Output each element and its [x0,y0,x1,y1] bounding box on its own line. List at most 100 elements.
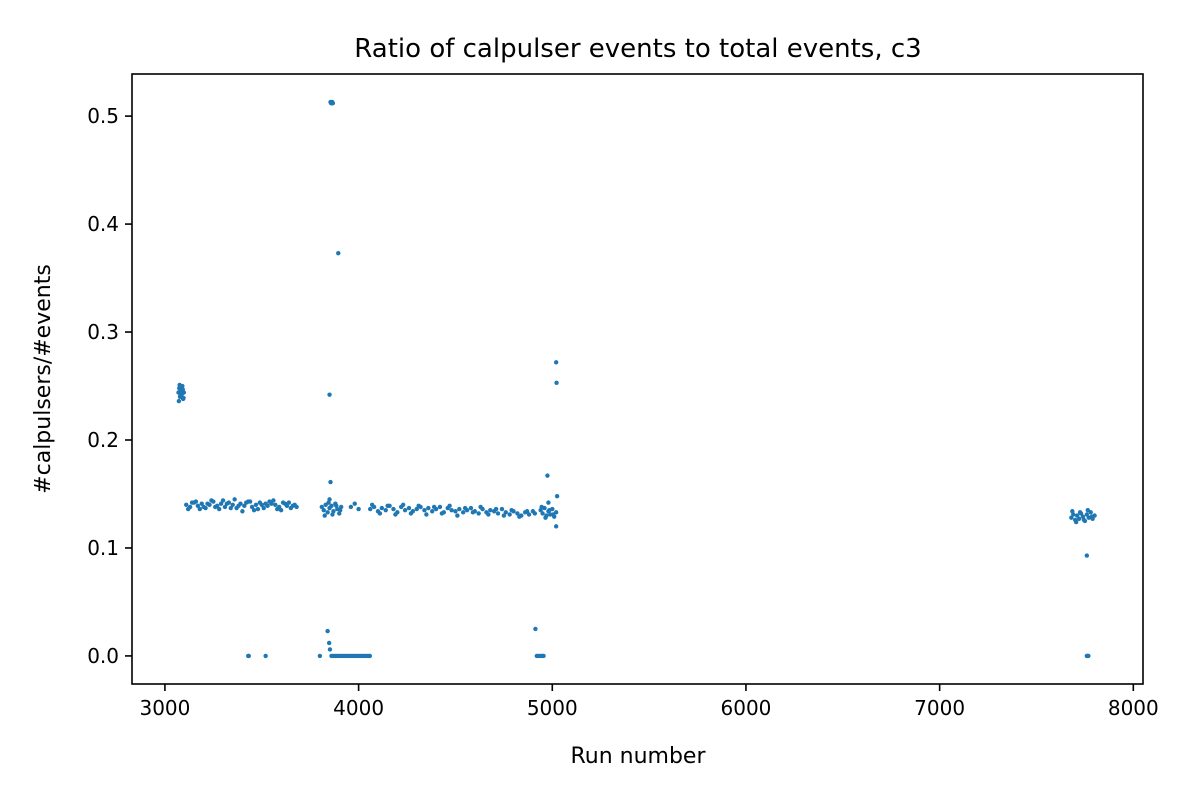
data-point [348,504,354,510]
data-point [553,360,559,365]
data-point [533,626,538,632]
data-point [278,507,284,513]
y-axis-label: #calpulsers/#events [31,264,56,494]
data-point [507,512,512,517]
plot-frame [131,73,1144,685]
data-point [176,398,182,404]
data-point [501,513,507,518]
data-point [271,498,276,503]
data-point [532,511,538,516]
data-point [328,479,333,485]
data-point [325,628,330,634]
data-point [356,506,361,512]
data-point [455,513,460,518]
data-point [195,503,201,509]
data-point [232,497,237,502]
data-point [368,506,373,512]
data-point [185,506,191,512]
data-point [240,509,245,514]
data-point [377,511,383,516]
data-point [551,512,556,517]
data-point [540,511,545,516]
data-point [402,507,408,513]
data-point [1077,510,1083,515]
data-point [391,506,396,512]
data-point [509,507,514,513]
data-point [486,512,491,517]
data-point [224,501,230,506]
data-point [1086,653,1091,659]
data-point [547,507,552,513]
data-point [216,506,222,512]
data-point [462,505,468,511]
data-point [369,502,375,507]
data-point [453,509,458,514]
data-point [495,511,501,516]
data-point [334,503,339,509]
data-point [393,512,398,517]
data-point [1073,519,1079,525]
data-point [1074,513,1080,518]
x-tick-label: 8000 [1108,696,1159,720]
data-point [400,502,406,507]
data-point [317,653,323,659]
x-tick-label: 3000 [139,696,190,720]
y-axis-ticks: 0.0 0.1 0.2 0.3 0.4 0.5 [87,104,132,668]
data-point [330,100,336,106]
data-point [244,500,249,505]
data-point [1089,514,1094,519]
data-point [449,507,454,513]
data-point [431,504,437,510]
data-point [330,512,335,517]
data-point [379,505,385,511]
data-point [430,509,435,514]
data-points [176,99,1097,659]
data-point [263,501,268,506]
data-point [1085,507,1091,513]
data-point [336,251,341,256]
data-point [327,647,333,652]
data-point [327,497,332,502]
data-point [321,507,326,513]
y-tick-label: 0.0 [87,644,119,668]
data-point [199,501,204,506]
data-point [545,473,550,478]
data-point [329,503,334,509]
data-point [189,500,195,505]
data-point [543,515,548,520]
data-point [325,510,330,515]
data-point [184,502,189,507]
data-point [251,507,257,513]
data-point [515,511,520,516]
data-point [424,512,429,517]
data-point [255,506,261,512]
data-point [322,513,327,518]
data-point [460,510,466,515]
data-point [499,506,505,512]
data-point [263,653,268,659]
x-axis-label: Run number [570,744,706,769]
data-point [553,524,559,529]
data-point [367,653,373,659]
data-point [352,501,357,506]
data-point [253,502,259,507]
data-point [457,506,462,512]
data-point [220,498,226,503]
data-point [426,505,431,511]
data-point [267,499,272,504]
data-point [247,499,253,504]
data-point [294,504,299,510]
data-point [554,493,560,499]
data-point [1081,517,1087,523]
data-point [1084,512,1090,517]
data-point [517,514,522,519]
data-point [197,506,202,512]
data-point [1084,553,1090,558]
data-point [242,503,247,509]
data-point [273,502,278,507]
data-point [246,653,251,659]
data-point [181,395,186,401]
data-point [383,507,388,513]
data-point [327,392,332,397]
